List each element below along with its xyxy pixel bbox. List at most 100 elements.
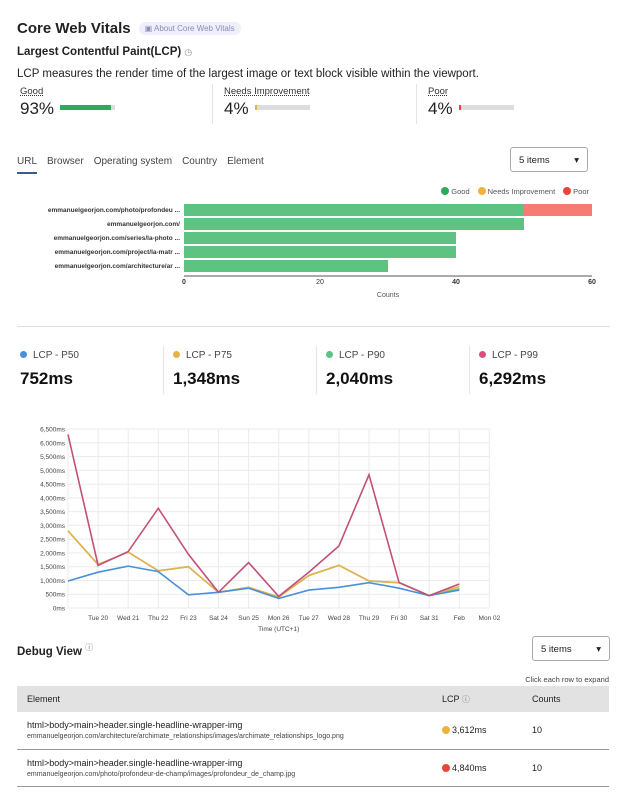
about-core-web-vitals-link[interactable]: ▣ About Core Web Vitals xyxy=(138,22,241,35)
items-select-value: 5 items xyxy=(519,155,550,166)
info-icon[interactable]: ⓘ xyxy=(85,643,94,652)
debug-table: Element LCP ⓘ Counts html>body>main>head… xyxy=(17,686,609,787)
lcp-value: 3,612ms xyxy=(452,725,487,736)
about-label: About Core Web Vitals xyxy=(154,24,235,33)
metric-title: Largest Contentful Paint(LCP) ◷ xyxy=(17,46,192,58)
tab-operating-system[interactable]: Operating system xyxy=(93,156,173,167)
stat-0: Good 93% xyxy=(20,86,116,126)
info-icon[interactable]: ⓘ xyxy=(461,694,470,704)
bar-category-label: emmanuelgeorjon.com/photo/profondeu ... xyxy=(48,207,180,214)
bar-category-label: emmanuelgeorjon.com/series/la-photo ... xyxy=(54,235,181,242)
stat-bar-fill xyxy=(254,105,257,110)
y-tick-label: 3,500ms xyxy=(40,509,66,516)
x-tick-label: Thu 29 xyxy=(359,615,380,622)
y-tick-label: 4,500ms xyxy=(40,482,66,489)
debug-items-select[interactable]: 5 items ▾ xyxy=(532,636,610,661)
x-tick-label: Feb xyxy=(454,615,466,622)
col-lcp-label: LCP xyxy=(442,693,460,704)
bar-category-label: emmanuelgeorjon.com/ xyxy=(107,221,180,228)
metric-label: LCP - P90 xyxy=(339,350,385,361)
divider xyxy=(469,346,470,394)
metric-card: LCP - P90 2,040ms xyxy=(326,350,393,389)
series-line-lcp-p75[interactable] xyxy=(67,530,460,598)
series-dot xyxy=(479,351,486,358)
legend-label: Good xyxy=(451,187,470,196)
y-tick-label: 1,000ms xyxy=(40,578,66,585)
series-dot xyxy=(326,351,333,358)
lcp-value: 4,840ms xyxy=(452,762,487,773)
x-tick-label: Tue 20 xyxy=(88,615,108,622)
divider xyxy=(316,346,317,394)
x-tick-label: Fri 30 xyxy=(391,615,408,622)
metric-card: LCP - P99 6,292ms xyxy=(479,350,546,389)
bar-legend: Good Needs Improvement Poor xyxy=(441,187,589,196)
url-bar-chart: emmanuelgeorjon.com/photo/profondeu ... e… xyxy=(48,204,596,299)
series-line-lcp-p90[interactable] xyxy=(67,530,460,598)
stat-bar-fill xyxy=(60,105,112,110)
x-tick-label: Mon 02 xyxy=(479,615,501,622)
bar-segment[interactable] xyxy=(184,260,388,272)
metric-value: 2,040ms xyxy=(326,369,394,388)
y-tick-label: 3,000ms xyxy=(40,523,66,530)
debug-title: Debug View ⓘ xyxy=(17,642,93,658)
series-dot xyxy=(20,351,27,358)
metric-label: LCP - P75 xyxy=(186,350,232,361)
legend-dot xyxy=(563,187,572,195)
counts-value: 10 xyxy=(522,712,609,750)
metric-label: LCP - P50 xyxy=(33,350,79,361)
legend-dot xyxy=(477,187,486,195)
legend-label: Poor xyxy=(573,187,589,196)
legend-label: Needs Improvement xyxy=(487,187,556,196)
tab-element[interactable]: Element xyxy=(227,156,264,167)
bar-segment[interactable] xyxy=(184,218,524,230)
tab-country[interactable]: Country xyxy=(182,156,218,167)
bar-category-label: emmanuelgeorjon.com/project/la-matr ... xyxy=(55,249,181,256)
x-tick-label: Wed 21 xyxy=(117,615,140,622)
y-tick-label: 6,500ms xyxy=(40,427,66,434)
stat-bar xyxy=(254,105,310,110)
y-tick-label: 4,000ms xyxy=(40,495,66,502)
table-row[interactable]: html>body>main>header.single-headline-wr… xyxy=(17,712,609,750)
divider xyxy=(212,84,213,124)
col-counts: Counts xyxy=(522,686,609,712)
lcp-cell: 3,612ms xyxy=(432,712,522,750)
legend-needs-improvement: Needs Improvement xyxy=(477,187,556,196)
y-tick-label: 2,500ms xyxy=(40,537,66,544)
stat-1: Needs Improvement 4% xyxy=(224,86,310,126)
status-dot xyxy=(442,763,450,772)
series-line-lcp-p99[interactable] xyxy=(67,434,460,598)
x-tick-label: Sat 31 xyxy=(420,615,439,622)
bar-segment[interactable] xyxy=(524,204,592,216)
col-lcp: LCP ⓘ xyxy=(432,686,522,712)
items-select[interactable]: 5 items ▾ xyxy=(510,147,588,172)
bar-segment[interactable] xyxy=(184,232,456,244)
element-cell: html>body>main>header.single-headline-wr… xyxy=(17,712,432,750)
x-tick-label: 40 xyxy=(452,279,460,286)
bar-segment[interactable] xyxy=(184,204,524,216)
metric-value: 752ms xyxy=(20,369,73,388)
stat-2: Poor 4% xyxy=(428,86,514,126)
metric-value: 6,292ms xyxy=(479,369,547,388)
metric-title-text: Largest Contentful Paint(LCP) xyxy=(17,46,182,58)
dimension-tabs: URL Browser Operating system Country Ele… xyxy=(17,156,264,174)
x-tick-label: 0 xyxy=(182,279,186,286)
bar-segment[interactable] xyxy=(184,246,456,258)
expand-hint: Click each row to expand xyxy=(525,675,609,684)
table-row[interactable]: html>body>main>header.single-headline-wr… xyxy=(17,749,609,787)
x-tick-label: 60 xyxy=(588,279,596,286)
debug-select-value: 5 items xyxy=(541,644,572,655)
divider xyxy=(163,346,164,394)
metric-description: LCP measures the render time of the larg… xyxy=(17,68,479,80)
tab-browser[interactable]: Browser xyxy=(47,156,84,167)
x-tick-label: Tue 27 xyxy=(299,615,319,622)
stat-value: 4% xyxy=(224,99,249,118)
tab-url[interactable]: URL xyxy=(17,156,38,174)
divider xyxy=(416,84,417,124)
x-tick-label: Sat 24 xyxy=(209,615,228,622)
metric-card: LCP - P75 1,348ms xyxy=(173,350,240,389)
element-selector: html>body>main>header.single-headline-wr… xyxy=(27,757,243,768)
x-axis-title: Counts xyxy=(377,292,400,299)
col-element: Element xyxy=(17,686,432,712)
series-line-lcp-p50[interactable] xyxy=(67,565,460,600)
x-tick-label: Mon 26 xyxy=(268,615,290,622)
